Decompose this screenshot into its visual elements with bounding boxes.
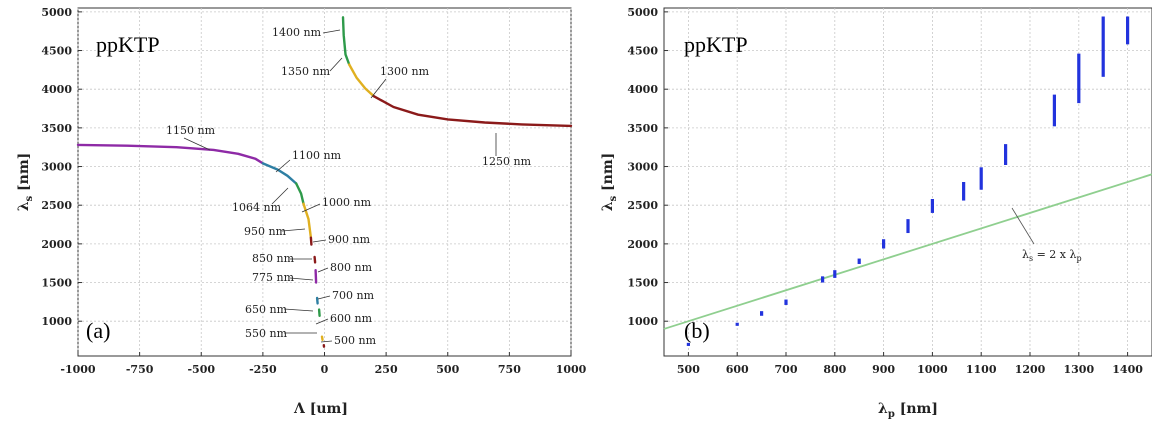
panel-a-series-line-5 [313, 255, 317, 264]
panel-b-ytick-label: 3500 [627, 122, 658, 135]
panel-a-xtick-label: -750 [126, 363, 154, 376]
panel-a-xtick-label: 0 [321, 363, 329, 376]
annotation-700nm: 700 nm [332, 289, 375, 302]
annotation-500nm: 500 nm [334, 334, 377, 347]
panel-b-xtick-label: 1300 [1063, 363, 1094, 376]
reference-line-leader [1011, 207, 1035, 245]
panel-a-xtick-label: 1000 [556, 363, 587, 376]
panel-a-series-line-4 [309, 236, 313, 246]
annotation-1250nm: 1250 nm [482, 155, 532, 168]
panel-a-xtick-label: -250 [249, 363, 277, 376]
annotation-775nm: 775 nm [252, 271, 295, 284]
panel-a-series-line-6 [314, 269, 318, 284]
annotation-900nm: 900 nm [328, 233, 371, 246]
panel-b-xtick-label: 1000 [917, 363, 948, 376]
panel-a-annotations: 1400 nm 1350 nm 1300 nm 1250 nm 1150 nm … [166, 26, 532, 347]
panel-b-label: (b) [684, 318, 710, 343]
panel-b-ylabel: λs [nm] [600, 153, 619, 212]
panel-b-ytick-label: 1000 [627, 315, 658, 328]
panel-b-xtick-label: 1100 [966, 363, 997, 376]
reference-line-2x [663, 173, 1152, 330]
panel-b-ytick-label: 2000 [627, 238, 658, 251]
panel-b-segments [686, 16, 1130, 346]
panel-a-ticks: -1000 -750 -500 -250 0 250 500 750 1000 1000 1500 2… [41, 6, 586, 376]
panel-b-ticks: 500 600 700 800 900 1000 1100 1200 1300 1400 1000 1… [627, 6, 1143, 376]
panel-b-xtick-label: 900 [872, 363, 895, 376]
panel-a-ytick-label: 2500 [41, 199, 72, 212]
panel-a-series-line-3 [302, 202, 313, 239]
panel-a-crystal-label: ppKTP [96, 32, 160, 57]
panel-b-plot-area [663, 7, 1152, 357]
panel-a-ytick-label: 5000 [41, 6, 72, 19]
annotation-1150nm: 1150 nm [166, 124, 216, 137]
panel-a-series-line-2 [295, 182, 305, 205]
panel-a-ytick-label: 4500 [41, 45, 72, 58]
annotation-600nm: 600 nm [330, 312, 373, 325]
panel-a-ytick-label: 3500 [41, 122, 72, 135]
panel-a-ytick-label: 1500 [41, 277, 72, 290]
annotation-1064nm: 1064 nm [232, 201, 282, 214]
panel-a-series-line-1 [261, 162, 298, 185]
panel-a-ylabel: λs [nm] [16, 153, 35, 212]
panel-a-series-line-12 [348, 63, 375, 98]
panel-a-series [76, 16, 573, 348]
annotation-1350nm: 1350 nm [281, 65, 331, 78]
panel-a-ytick-label: 4000 [41, 83, 72, 96]
panel-b-xtick-label: 800 [823, 363, 846, 376]
panel-a-grid [77, 8, 572, 356]
panel-b-xtick-label: 500 [677, 363, 700, 376]
panel-a-xtick-label: 250 [375, 363, 398, 376]
panel-b-ytick-label: 5000 [627, 6, 658, 19]
panel-a-xtick-label: 500 [436, 363, 459, 376]
panel-a-series-line-7 [315, 296, 319, 305]
panel-b-xtick-label: 600 [726, 363, 749, 376]
panel-b-ytick-label: 3000 [627, 161, 658, 174]
annotation-850nm: 850 nm [252, 252, 295, 265]
panel-a: -1000 -750 -500 -250 0 250 500 750 1000 1000 1500 2… [16, 6, 587, 417]
panel-b-xtick-label: 1400 [1112, 363, 1143, 376]
annotation-1000nm: 1000 nm [322, 196, 372, 209]
panel-b-xtick-label: 1200 [1015, 363, 1046, 376]
annotation-800nm: 800 nm [330, 261, 373, 274]
panel-b-ytick-label: 4000 [627, 83, 658, 96]
annotation-1300nm: 1300 nm [380, 65, 430, 78]
annotation-650nm: 650 nm [245, 303, 288, 316]
annotation-1400nm: 1400 nm [272, 26, 322, 39]
panel-b-xlabel: λp [nm] [878, 401, 938, 420]
panel-a-ytick-label: 1000 [41, 315, 72, 328]
panel-a-xtick-label: -1000 [60, 363, 96, 376]
panel-b: 500 600 700 800 900 1000 1100 1200 1300 1400 1000 1… [600, 6, 1152, 420]
panel-b-xtick-label: 700 [775, 363, 798, 376]
panel-a-ytick-label: 2000 [41, 238, 72, 251]
annotation-950nm: 950 nm [244, 225, 287, 238]
panel-a-xtick-label: -500 [187, 363, 215, 376]
panel-b-ytick-label: 1500 [627, 277, 658, 290]
panel-a-xlabel: Λ [um] [293, 401, 348, 417]
panel-a-series-line-13 [372, 94, 573, 128]
panel-a-label: (a) [86, 318, 110, 343]
panel-b-ytick-label: 4500 [627, 45, 658, 58]
panel-a-ytick-label: 3000 [41, 161, 72, 174]
reference-line-label: λs = 2 x λp [1022, 248, 1082, 263]
panel-a-series-line-9 [320, 335, 324, 341]
panel-b-crystal-label: ppKTP [684, 32, 748, 57]
annotation-1100nm: 1100 nm [292, 149, 342, 162]
panel-b-ytick-label: 2500 [627, 199, 658, 212]
panel-a-series-line-8 [317, 308, 321, 317]
panel-a-series-line-11 [341, 16, 351, 66]
panel-a-series-line-0 [76, 143, 265, 165]
panel-a-xtick-label: 750 [498, 363, 521, 376]
annotation-550nm: 550 nm [245, 327, 288, 340]
